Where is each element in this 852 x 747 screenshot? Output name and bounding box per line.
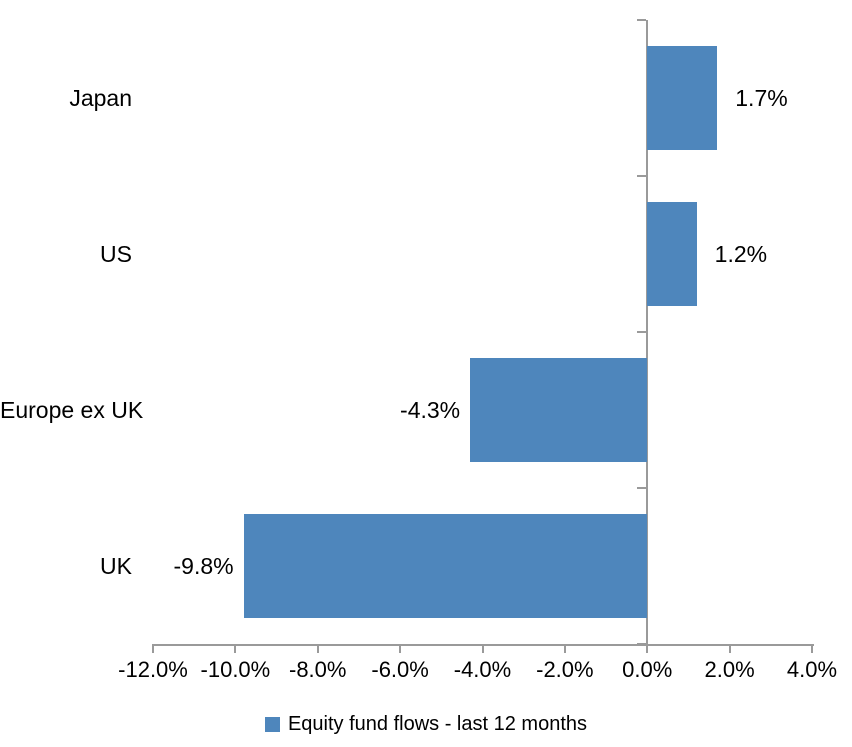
x-axis-tick <box>481 644 484 653</box>
x-tick-label: -8.0% <box>289 657 347 682</box>
category-axis-tick <box>637 19 647 21</box>
x-tick-label: -10.0% <box>200 657 271 682</box>
value-label-japan: 1.7% <box>735 85 788 111</box>
category-axis-line <box>646 20 649 653</box>
x-tick-label: -12.0% <box>118 657 188 682</box>
x-tick-label: -6.0% <box>371 657 429 682</box>
x-axis-tick <box>399 644 402 653</box>
category-axis-tick <box>637 487 647 489</box>
bar-uk <box>243 514 648 618</box>
x-tick-label: 0.0% <box>622 657 673 682</box>
x-tick-label: -4.0% <box>453 657 512 682</box>
x-axis-tick <box>646 644 649 653</box>
x-tick-label: 2.0% <box>704 657 755 682</box>
x-axis-tick <box>728 644 731 653</box>
value-label-europe-ex-uk: -4.3% <box>400 397 461 423</box>
category-label-europe-ex-uk: Europe ex UK <box>0 397 144 423</box>
x-tick-label: 4.0% <box>786 657 838 682</box>
x-axis-tick <box>152 644 154 653</box>
legend: Equity fund flows - last 12 months <box>0 707 852 741</box>
category-axis-tick <box>637 331 647 333</box>
bar-europe-ex-uk <box>470 358 648 462</box>
bar-us <box>647 202 697 306</box>
legend-label: Equity fund flows - last 12 months <box>287 712 588 735</box>
category-label-us: US <box>100 241 132 267</box>
bar-japan <box>647 46 718 150</box>
x-axis-line <box>153 644 814 646</box>
value-label-us: 1.2% <box>714 241 768 267</box>
x-axis-tick <box>563 644 566 653</box>
category-axis-tick <box>637 175 647 177</box>
x-tick-label: -2.0% <box>536 657 594 682</box>
category-label-japan: Japan <box>69 85 132 111</box>
x-axis-tick <box>811 644 813 653</box>
legend-swatch-icon <box>264 716 280 732</box>
value-label-uk: -9.8% <box>173 553 234 579</box>
x-axis-tick <box>316 644 319 653</box>
category-axis-tick <box>637 643 647 645</box>
category-label-uk: UK <box>100 553 132 579</box>
x-axis-tick <box>234 644 237 653</box>
